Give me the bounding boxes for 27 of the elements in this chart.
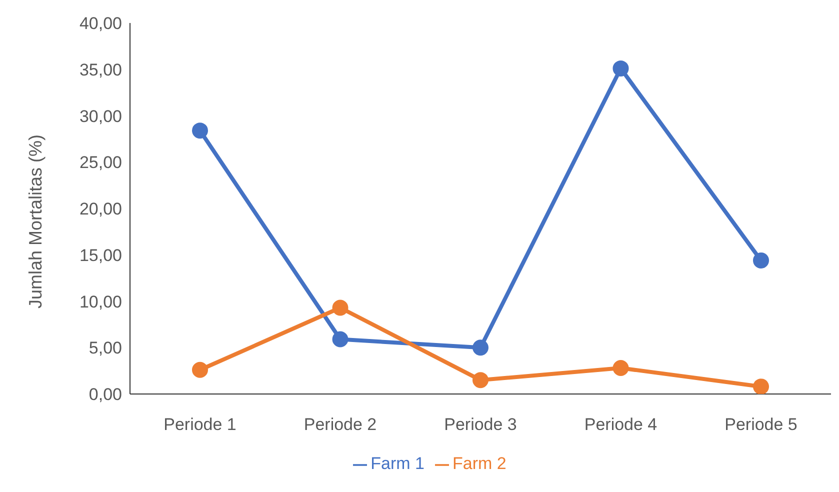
point — [612, 60, 629, 76]
y-tick-label: 5,00 — [88, 338, 122, 358]
point — [472, 372, 488, 388]
y-tick-label: 40,00 — [79, 14, 122, 34]
legend-label: Farm 1 — [370, 454, 424, 473]
point — [332, 331, 348, 348]
x-tick-label: Periode 5 — [724, 415, 798, 434]
y-axis-title: Jumlah Mortalitas (%) — [25, 134, 46, 308]
y-tick-label: 20,00 — [79, 200, 122, 219]
point — [612, 360, 629, 376]
point — [192, 362, 208, 378]
x-tick-label: Periode 4 — [584, 415, 658, 434]
legend-label: Farm 2 — [452, 454, 506, 473]
y-tick-label: 35,00 — [79, 60, 122, 80]
point — [753, 252, 769, 268]
point — [332, 300, 348, 316]
y-tick-label: 0,00 — [88, 385, 122, 404]
point — [192, 122, 208, 139]
y-tick-label: 10,00 — [79, 292, 122, 312]
point — [753, 378, 769, 394]
x-tick-label: Periode 1 — [164, 415, 236, 434]
point — [472, 340, 488, 356]
y-tick-label: 30,00 — [79, 106, 122, 126]
x-tick-label: Periode 2 — [304, 415, 377, 434]
x-tick-label: Periode 3 — [444, 415, 517, 434]
y-tick-label: 15,00 — [79, 246, 122, 265]
y-tick-label: 25,00 — [79, 153, 122, 172]
